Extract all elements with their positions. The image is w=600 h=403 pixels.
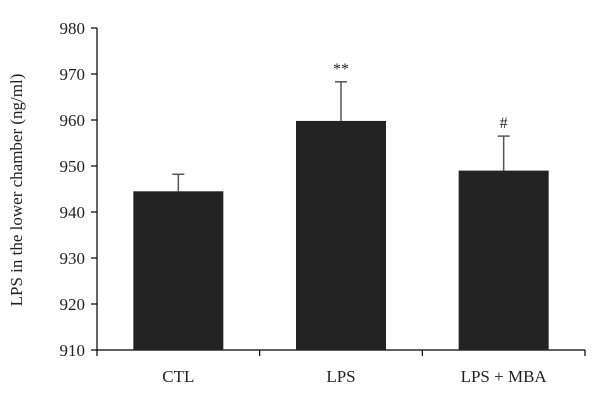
bar-ctl [133,191,224,350]
y-tick-label: 970 [60,65,86,84]
y-axis: 910 920 930 940 950 960 970 980 [60,19,98,360]
x-tick-label: CTL [162,367,194,386]
x-tick-label: LPS + MBA [461,367,548,386]
y-tick-label: 960 [60,111,86,130]
y-axis-label: LPS in the lower chamber (ng/ml) [7,74,26,307]
y-tick-label: 950 [60,157,86,176]
y-tick-label: 920 [60,295,86,314]
y-tick-label: 940 [60,203,86,222]
significance-marker: ** [333,61,349,78]
y-tick-label: 930 [60,249,86,268]
x-axis: CTL LPS LPS + MBA [96,349,586,386]
y-tick-label: 910 [60,341,86,360]
bar-lps [296,120,386,350]
bars-group: ** # [133,61,549,350]
y-tick-label: 980 [60,19,86,38]
bar-lps-mba [458,170,549,350]
significance-marker: # [500,115,508,132]
x-tick-label: LPS [326,367,355,386]
